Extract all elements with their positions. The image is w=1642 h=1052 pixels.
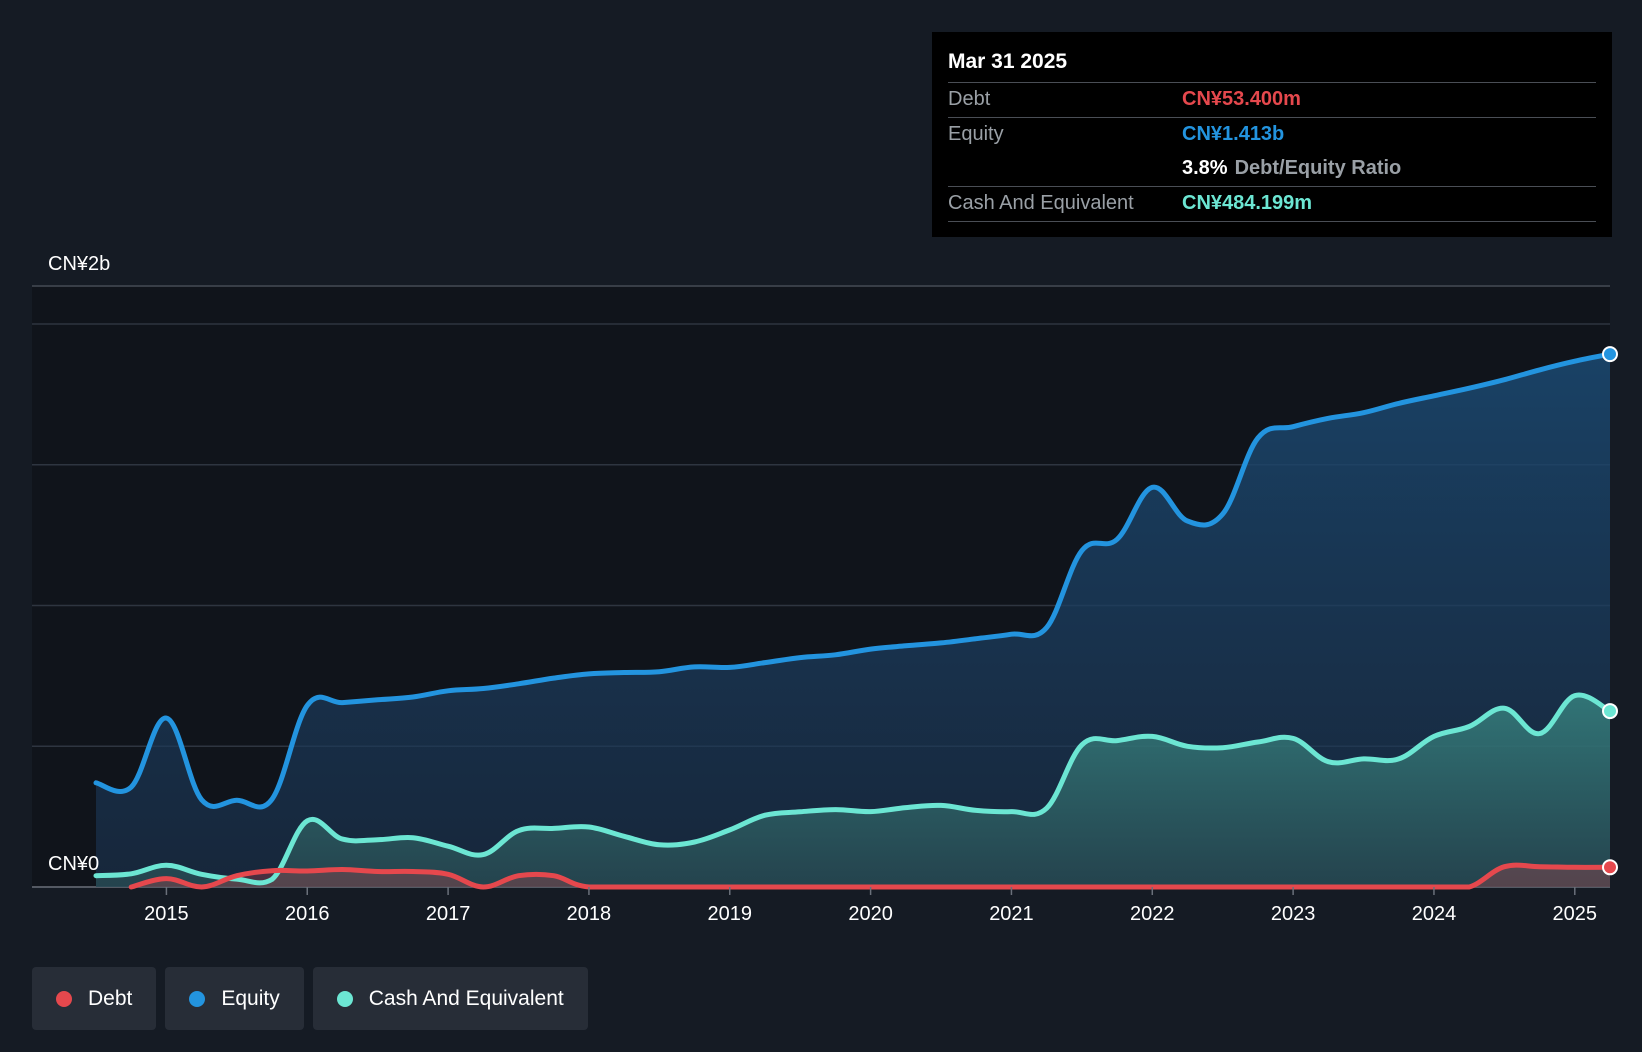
y-axis-bottom-label: CN¥0 bbox=[48, 853, 99, 875]
x-tick-label: 2017 bbox=[426, 903, 471, 925]
legend-label-equity: Equity bbox=[221, 986, 280, 1010]
tooltip-cash-label: Cash And Equivalent bbox=[948, 192, 1134, 214]
end-marker-cash-and-equivalent[interactable] bbox=[1602, 703, 1618, 720]
chart-legend: Debt Equity Cash And Equivalent bbox=[32, 967, 597, 1030]
line-cash-and-equivalent bbox=[93, 692, 1613, 886]
series-areas bbox=[96, 354, 1611, 888]
x-tick-label: 2020 bbox=[848, 903, 893, 925]
x-tick-label: 2022 bbox=[1130, 903, 1175, 925]
debt-dot-icon bbox=[56, 990, 72, 1007]
x-tick-label: 2018 bbox=[567, 903, 612, 925]
x-axis-ticks: 2015 2016 2017 2018 2019 2020 2021 2022 2023 2024… bbox=[144, 887, 1597, 925]
y-axis-top-label: CN¥2b bbox=[48, 253, 110, 275]
tooltip-equity-row: Equity CN¥1.413b bbox=[948, 118, 1596, 152]
x-tick-label: 2024 bbox=[1412, 903, 1457, 925]
tooltip-date: Mar 31 2025 bbox=[948, 46, 1596, 83]
x-tick-label: 2015 bbox=[144, 903, 189, 925]
x-tick-label: 2021 bbox=[989, 903, 1034, 925]
series-lines bbox=[93, 351, 1613, 890]
series-end-markers bbox=[1602, 346, 1618, 876]
tooltip-ratio-row: 3.8% Debt/Equity Ratio bbox=[948, 152, 1596, 187]
line-debt bbox=[128, 862, 1613, 890]
equity-dot-icon bbox=[189, 990, 206, 1007]
tooltip-debt-label: Debt bbox=[948, 88, 991, 110]
tooltip-ratio-value: 3.8% bbox=[1182, 157, 1228, 179]
tooltip-debt-value: CN¥53.400m bbox=[1182, 88, 1301, 110]
tooltip-cash-value: CN¥484.199m bbox=[1182, 192, 1313, 214]
legend-item-cash[interactable]: Cash And Equivalent bbox=[312, 967, 588, 1030]
tooltip-equity-value: CN¥1.413b bbox=[1182, 123, 1285, 145]
tooltip-equity-label: Equity bbox=[948, 123, 1004, 145]
legend-item-debt[interactable]: Debt bbox=[32, 967, 157, 1030]
end-marker-debt[interactable] bbox=[1602, 859, 1618, 876]
tooltip-cash-row: Cash And Equivalent CN¥484.199m bbox=[948, 187, 1596, 222]
x-tick-label: 2023 bbox=[1271, 903, 1316, 925]
end-marker-equity[interactable] bbox=[1602, 346, 1618, 363]
legend-label-cash: Cash And Equivalent bbox=[368, 986, 564, 1010]
line-equity bbox=[93, 351, 1613, 810]
tooltip-debt-row: Debt CN¥53.400m bbox=[948, 83, 1596, 118]
x-tick-label: 2016 bbox=[285, 903, 330, 925]
x-tick-label: 2025 bbox=[1553, 903, 1598, 925]
cash-dot-icon bbox=[336, 990, 353, 1007]
legend-item-equity[interactable]: Equity bbox=[165, 967, 304, 1030]
area-debt bbox=[131, 865, 1611, 887]
tooltip-ratio-label: Debt/Equity Ratio bbox=[1234, 157, 1402, 179]
legend-label-debt: Debt bbox=[88, 986, 133, 1010]
data-tooltip: Mar 31 2025 Debt CN¥53.400m Equity CN¥1.… bbox=[932, 32, 1612, 237]
area-cash-and-equivalent bbox=[96, 694, 1610, 887]
x-tick-label: 2019 bbox=[708, 903, 753, 925]
